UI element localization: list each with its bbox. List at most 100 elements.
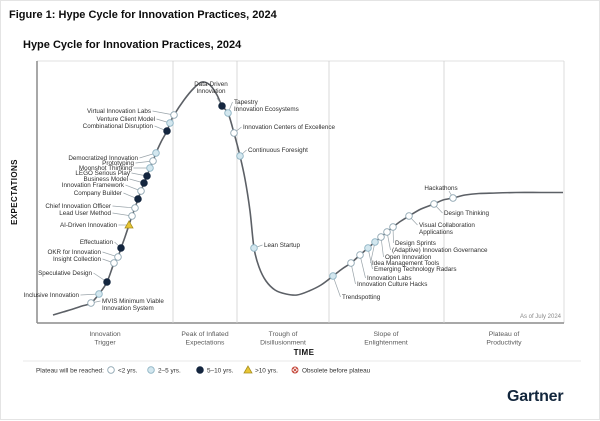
lt2-circle-marker xyxy=(128,212,136,220)
lt2-circle-marker xyxy=(347,259,355,267)
lt2-circle-marker xyxy=(230,129,238,137)
phase-label-peak-of-inflated-expectations: Peak of Inflated Expectations xyxy=(181,331,228,346)
5-10-circle-marker xyxy=(134,195,142,203)
item-label: Emerging Technology Radars xyxy=(374,266,457,273)
hype-item-ai-driven-innovation: AI-Driven Innovation xyxy=(60,220,134,229)
item-label: (Adaptive) Innovation Governance xyxy=(392,247,488,254)
hype-item-innovation-labs: Innovation Labs xyxy=(356,251,411,282)
hype-item-lead-user-method: Lead User Method xyxy=(59,210,136,220)
item-label: Combinational Disruption xyxy=(83,123,154,130)
hype-item-innovation-centers-of-excellence: Innovation Centers of Excellence xyxy=(230,124,336,137)
chart-frame xyxy=(36,60,565,324)
5-10-circle-marker xyxy=(140,179,148,187)
5-10-circle-marker xyxy=(143,172,151,180)
y-axis-label: EXPECTATIONS xyxy=(10,159,19,225)
hype-item-continuous-foresight: Continuous Foresight xyxy=(236,147,308,160)
2-5-circle-marker xyxy=(250,244,258,252)
legend-prefix: Plateau will be reached: xyxy=(36,368,104,375)
legend: Plateau will be reached: <2 yrs. 2–5 yrs.… xyxy=(23,360,581,375)
5-10-circle-marker xyxy=(103,278,111,286)
phase-divider-lines xyxy=(172,61,445,323)
hype-item-chief-innovation-officer: Chief Innovation Officer xyxy=(45,203,139,212)
2-5-circle-marker xyxy=(95,290,103,298)
item-label: Democratized Innovation xyxy=(68,155,138,162)
2-5-circle-marker xyxy=(371,238,379,246)
gartner-logo: Gartner xyxy=(507,388,563,405)
hype-item-mvis-minimum-viable-innovation-system: MVIS Minimum Viable Innovation System xyxy=(87,298,164,312)
item-label: Chief Innovation Officer xyxy=(45,203,111,210)
item-label: Effectuation xyxy=(80,239,114,246)
2-5-circle-marker xyxy=(166,119,174,127)
item-label: Business Model xyxy=(84,176,128,183)
item-label: Innovation Labs xyxy=(367,275,411,282)
legend-item-5-10: 5–10 yrs. xyxy=(196,366,234,375)
hype-item-combinational-disruption: Combinational Disruption xyxy=(83,123,171,135)
phase-label-innovation-trigger: Innovation Trigger xyxy=(89,331,121,346)
hype-item-data-driven-innovation: Data-Driven Innovation xyxy=(194,81,228,110)
hype-item-design-sprints: Design Sprints xyxy=(389,223,436,247)
hype-item-speculative-design: Speculative Design xyxy=(38,270,111,286)
legend-item-label: 5–10 yrs. xyxy=(207,368,234,375)
figure-title: Figure 1: Hype Cycle for Innovation Prac… xyxy=(9,9,278,21)
legend-item-label: Obsolete before plateau xyxy=(302,368,371,375)
2-5-circle-marker xyxy=(146,164,154,172)
item-label: Visual Collaboration Applications xyxy=(419,222,475,236)
hype-item-democratized-innovation: Democratized Innovation xyxy=(68,149,160,162)
item-label: Tapestry Innovation Ecosystems xyxy=(234,99,299,113)
lt2-circle-marker xyxy=(107,366,115,374)
5-10-circle-marker xyxy=(163,127,171,135)
hype-item-virtual-innovation-labs: Virtual Innovation Labs xyxy=(87,108,178,119)
hype-item-innovation-culture-hacks: Innovation Culture Hacks xyxy=(347,259,427,288)
5-10-circle-marker xyxy=(196,366,204,374)
item-label: MVIS Minimum Viable Innovation System xyxy=(102,298,164,312)
as-of-label: As of July 2024 xyxy=(520,314,562,320)
item-label: LEGO Serious Play xyxy=(75,170,130,177)
legend-item-2-5: 2–5 yrs. xyxy=(147,366,181,375)
item-label: Lead User Method xyxy=(59,210,111,217)
hype-item-company-builder: Company Builder xyxy=(74,190,142,203)
item-label: Company Builder xyxy=(74,190,122,197)
item-label: Innovation Framework xyxy=(62,182,125,189)
x-axis-label: TIME xyxy=(294,348,315,357)
hype-item-tapestry-innovation-ecosystems: Tapestry Innovation Ecosystems xyxy=(224,99,299,117)
lt2-circle-marker xyxy=(149,157,157,165)
lt2-circle-marker xyxy=(430,200,438,208)
item-label: Design Sprints xyxy=(395,240,436,247)
hype-item-emerging-technology-radars: Emerging Technology Radars xyxy=(364,244,457,273)
lt2-circle-marker xyxy=(114,253,122,261)
item-label: Hackathons xyxy=(424,185,457,192)
item-label: OKR for Innovation xyxy=(47,249,101,256)
hype-item-adaptive-innovation-governance: (Adaptive) Innovation Governance xyxy=(383,228,488,254)
item-label: Data-Driven Innovation xyxy=(194,81,228,95)
hype-item-insight-collection: Insight Collection xyxy=(53,256,118,267)
hype-item-effectuation: Effectuation xyxy=(80,239,125,252)
2-5-circle-marker xyxy=(147,366,155,374)
phase-label-slope-of-enlightenment: Slope of Enlightenment xyxy=(364,331,408,346)
lt2-circle-marker xyxy=(137,187,145,195)
lt2-circle-marker xyxy=(110,259,118,267)
lt2-circle-marker xyxy=(356,251,364,259)
legend-item-obsolete: Obsolete before plateau xyxy=(291,366,371,375)
hype-item-idea-management-tools: Idea Management Tools xyxy=(370,238,439,267)
item-connector xyxy=(112,205,136,209)
hype-item-trendspotting: Trendspotting xyxy=(329,272,381,301)
lt2-circle-marker xyxy=(449,194,457,202)
hype-item-inclusive-innovation: Inclusive Innovation xyxy=(24,290,103,299)
item-label: Lean Startup xyxy=(264,242,301,249)
2-5-circle-marker xyxy=(236,152,244,160)
2-5-circle-marker xyxy=(152,149,160,157)
lt2-circle-marker xyxy=(87,299,95,307)
item-label: Insight Collection xyxy=(53,256,101,263)
hype-item-open-innovation: Open Innovation xyxy=(377,233,432,261)
legend-item-label: <2 yrs. xyxy=(118,368,138,375)
hype-item-lean-startup: Lean Startup xyxy=(250,242,301,252)
hype-item-venture-client-model: Venture Client Model xyxy=(97,116,174,127)
obsolete-x xyxy=(293,368,297,372)
lt2-circle-marker xyxy=(131,204,139,212)
item-label: Design Thinking xyxy=(444,210,490,217)
item-connector xyxy=(359,254,366,279)
hype-item-okr-for-innovation: OKR for Innovation xyxy=(47,249,122,261)
hype-item-visual-collaboration-applications: Visual Collaboration Applications xyxy=(405,212,475,236)
hype-item-moonshot-thinking: Moonshot Thinking xyxy=(79,164,154,172)
